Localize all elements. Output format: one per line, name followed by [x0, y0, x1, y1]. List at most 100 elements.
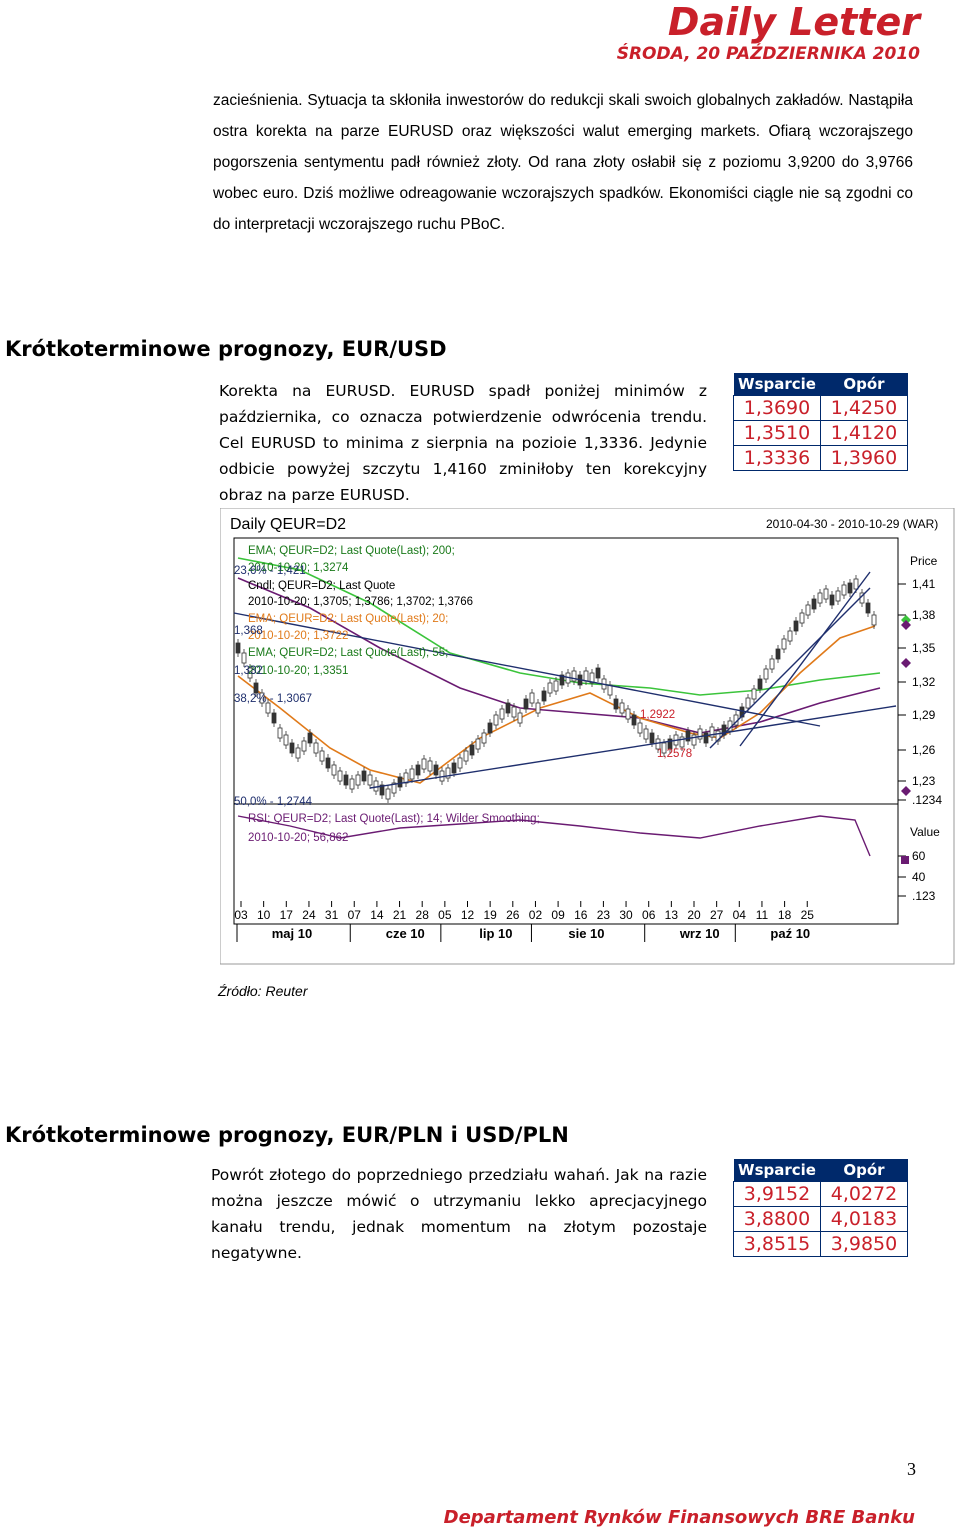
- chart-source: Źródło: Reuter: [218, 983, 308, 999]
- x-tick-label: 13: [665, 908, 679, 922]
- section-heading-eurusd: Krótkoterminowe prognozy, EUR/USD: [5, 337, 447, 361]
- x-tick-label: 30: [619, 908, 633, 922]
- eurpln-commentary: Powrót złotego do poprzedniego przedział…: [211, 1166, 707, 1262]
- x-tick-label: 10: [257, 908, 271, 922]
- candle-body: [265, 702, 271, 714]
- candle-body: [583, 670, 589, 682]
- price-tick-label: 1,29: [912, 708, 936, 722]
- value-tick-label: 60: [912, 849, 926, 863]
- candle-body: [541, 690, 547, 702]
- candle-body: [703, 732, 709, 744]
- month-label: wrz 10: [679, 926, 720, 941]
- resistance-value: 4,0272: [820, 1181, 908, 1207]
- candle-body: [487, 722, 493, 734]
- resistance-header: Opór: [820, 373, 908, 396]
- x-tick-label: 19: [483, 908, 497, 922]
- candle-body: [493, 714, 499, 726]
- candle-body: [289, 742, 295, 754]
- candle-body: [235, 642, 241, 654]
- candle-body: [283, 734, 289, 746]
- candle-body: [829, 594, 835, 606]
- candle-body: [637, 722, 643, 734]
- candle-body: [535, 702, 541, 714]
- candle-body: [715, 730, 721, 742]
- chart-annotation: 50,0% - 1,2744: [234, 796, 313, 808]
- candle-body: [349, 778, 355, 790]
- price-tick-label: 1,32: [912, 675, 936, 689]
- x-tick-label: 27: [710, 908, 724, 922]
- support-header: Wsparcie: [733, 1159, 821, 1182]
- resistance-value: 1,3960: [820, 445, 908, 471]
- candle-body: [625, 708, 631, 720]
- month-label: lip 10: [479, 926, 512, 941]
- candle-body: [355, 774, 361, 786]
- rsi-line: [237, 815, 871, 857]
- candle-body: [481, 732, 487, 744]
- eurpln-levels-table: Wsparcie Opór 3,9152 4,0272 3,8800 4,0183 …: [733, 1159, 908, 1257]
- intro-paragraph: zacieśnienia. Sytuacja ta skłoniła inwes…: [213, 92, 913, 233]
- chart-annotations: 23,6% - 1,421 1,368 1,332 38,2% - 1,3067 1,2…: [234, 565, 911, 864]
- newsletter-title: Daily Letter: [667, 0, 920, 44]
- support-value: 3,8515: [733, 1231, 821, 1257]
- price-tick-label: 1,38: [912, 608, 936, 622]
- candle-body: [475, 738, 481, 750]
- x-tick-label: 16: [574, 908, 588, 922]
- candle-body: [853, 578, 859, 590]
- legend-entry: Cndl; QEUR=D2; Last Quote: [248, 580, 395, 592]
- candle-body: [379, 784, 385, 796]
- table-row: 1,3690 1,4250: [733, 395, 908, 421]
- x-tick-label: 11: [756, 908, 769, 922]
- candle-body: [241, 652, 247, 664]
- candle-body: [385, 788, 391, 800]
- candle-body: [643, 728, 649, 740]
- candle-body: [709, 726, 715, 738]
- month-label: sie 10: [568, 926, 604, 941]
- candle-body: [871, 614, 877, 626]
- support-value: 3,9152: [733, 1181, 821, 1207]
- x-axis: 03 10 17 24 31 07 14 21 28 05 12 19 26 02 09 16 23 30 06 13…: [234, 901, 814, 942]
- candle-body: [547, 682, 553, 694]
- newsletter-date: ŚRODA, 20 PAŹDZIERNIKA 2010: [616, 44, 920, 64]
- support-value: 1,3336: [733, 445, 821, 471]
- candle-body: [613, 698, 619, 710]
- page-number: 3: [907, 1459, 916, 1479]
- table-row: 3,9152 4,0272: [733, 1181, 908, 1207]
- legend-entry: 2010-10-20; 1,3351: [248, 665, 348, 677]
- legend-entry: EMA; QEUR=D2; Last Quote(Last); 55;: [248, 647, 448, 659]
- table-row: 1,3510 1,4120: [733, 420, 908, 446]
- candle-body: [421, 758, 427, 770]
- candle-body: [649, 732, 655, 744]
- price-tick-label: 1,23: [912, 774, 936, 788]
- support-value: 3,8800: [733, 1206, 821, 1232]
- eurusd-commentary: Korekta na EURUSD. EURUSD spadł poniżej …: [219, 382, 707, 504]
- chart-annotation: 1,332: [234, 665, 263, 677]
- trendlines: [233, 571, 897, 789]
- x-tick-label: 21: [393, 908, 407, 922]
- value-axis-label: Value: [910, 825, 940, 839]
- x-tick-label: 04: [733, 908, 747, 922]
- candle-body: [505, 702, 511, 714]
- ema20-path: [237, 625, 876, 784]
- candle-body: [415, 764, 421, 776]
- candle-body: [499, 708, 505, 720]
- chart-legend: EMA; QEUR=D2; Last Quote(Last); 200; 2010…: [248, 545, 540, 844]
- price-axis-ticks: 1,41 1,38 1,35 1,32 1,29 1,26 1,23 .1234: [898, 577, 942, 807]
- candle-body: [817, 592, 823, 604]
- candle-body: [661, 742, 667, 754]
- candle-body: [343, 774, 349, 786]
- price-marker: [901, 658, 911, 668]
- candle-body: [463, 750, 469, 762]
- candle-body: [865, 602, 871, 614]
- candle-body: [295, 747, 301, 759]
- x-tick-label: 07: [348, 908, 362, 922]
- price-tick-label: 1,35: [912, 641, 936, 655]
- x-tick-label: 24: [302, 908, 316, 922]
- x-tick-label: 14: [370, 908, 384, 922]
- support-value: 1,3510: [733, 420, 821, 446]
- chart-annotation: 1,2922: [640, 709, 675, 721]
- month-label: cze 10: [386, 926, 425, 941]
- plot-frame: [233, 537, 899, 925]
- x-tick-label: 06: [642, 908, 656, 922]
- rsi-marker: [901, 856, 909, 864]
- trendline: [369, 705, 897, 789]
